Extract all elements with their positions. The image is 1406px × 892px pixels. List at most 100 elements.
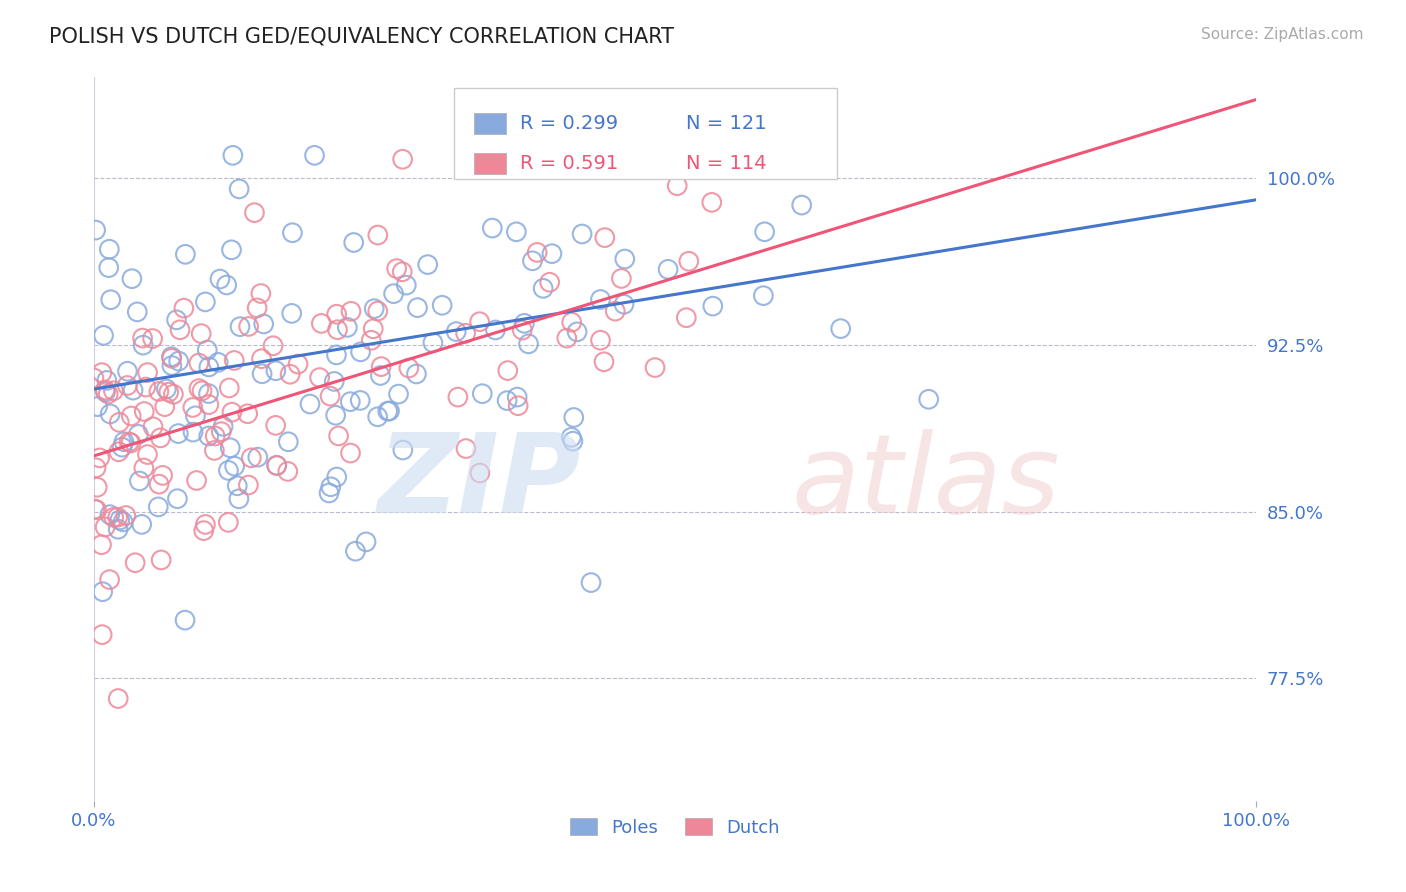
Point [174, 613, 197, 627]
Point [120, 409, 142, 423]
Point [131, 517, 153, 532]
Point [166, 491, 188, 506]
Point [644, 360, 666, 375]
Point [367, 228, 389, 243]
Point [508, 399, 530, 413]
Point [97, 260, 120, 275]
Point [246, 450, 269, 465]
Point [830, 321, 852, 335]
Point [108, 415, 131, 429]
Point [657, 262, 679, 277]
Point [118, 434, 141, 449]
Point [226, 479, 249, 493]
Point [666, 178, 689, 193]
Point [160, 350, 183, 364]
Point [340, 304, 363, 318]
Point [325, 348, 347, 362]
Point [167, 354, 190, 368]
Point [624, 148, 647, 162]
Point [132, 461, 155, 475]
Point [221, 243, 243, 257]
Point [336, 320, 359, 334]
Text: Source: ZipAtlas.com: Source: ZipAtlas.com [1201, 27, 1364, 42]
Point [250, 367, 273, 381]
Point [204, 429, 226, 443]
Point [422, 335, 444, 350]
Point [555, 331, 578, 345]
Point [209, 425, 232, 439]
Point [191, 384, 214, 398]
Point [173, 301, 195, 315]
Point [250, 286, 273, 301]
Point [240, 450, 263, 465]
Point [367, 409, 389, 424]
Point [202, 443, 225, 458]
Point [513, 316, 536, 330]
Point [505, 225, 527, 239]
Point [217, 516, 239, 530]
Point [115, 508, 138, 523]
Point [700, 195, 723, 210]
Point [117, 378, 139, 392]
Point [148, 384, 170, 399]
Point [325, 409, 347, 423]
Point [174, 247, 197, 261]
Point [561, 434, 583, 449]
Point [228, 491, 250, 506]
Point [250, 351, 273, 366]
Point [506, 390, 529, 404]
Point [605, 304, 627, 318]
Point [120, 436, 142, 450]
Point [714, 148, 737, 162]
Point [208, 272, 231, 286]
Point [187, 382, 209, 396]
Point [190, 326, 212, 341]
Point [328, 429, 350, 443]
Point [198, 398, 221, 412]
Point [308, 370, 330, 384]
Point [215, 277, 238, 292]
Point [278, 368, 301, 382]
Point [86, 502, 108, 516]
Point [363, 301, 385, 316]
Point [326, 323, 349, 337]
Point [571, 227, 593, 241]
Point [266, 458, 288, 473]
Text: POLISH VS DUTCH GED/EQUIVALENCY CORRELATION CHART: POLISH VS DUTCH GED/EQUIVALENCY CORRELAT… [49, 27, 675, 46]
Point [565, 325, 588, 339]
Point [579, 575, 602, 590]
Point [354, 534, 377, 549]
Point [287, 357, 309, 371]
Point [561, 315, 583, 329]
Point [224, 353, 246, 368]
Point [91, 584, 114, 599]
Point [134, 404, 156, 418]
Point [219, 441, 242, 455]
Point [107, 522, 129, 536]
Point [496, 393, 519, 408]
Point [517, 337, 540, 351]
Point [395, 278, 418, 293]
Point [238, 478, 260, 492]
Point [136, 448, 159, 462]
Point [128, 474, 150, 488]
Point [339, 446, 361, 460]
Point [377, 404, 399, 418]
Point [132, 338, 155, 352]
Point [344, 544, 367, 558]
Point [918, 392, 941, 407]
Point [416, 258, 439, 272]
Point [391, 265, 413, 279]
Point [148, 477, 170, 491]
Point [194, 294, 217, 309]
Legend: Poles, Dutch: Poles, Dutch [562, 811, 787, 844]
Point [613, 297, 636, 311]
Point [510, 323, 533, 337]
Point [243, 205, 266, 219]
FancyBboxPatch shape [454, 88, 838, 178]
Point [752, 288, 775, 302]
Point [264, 418, 287, 433]
Point [370, 359, 392, 374]
Text: ZIP: ZIP [378, 429, 582, 536]
Point [107, 444, 129, 458]
